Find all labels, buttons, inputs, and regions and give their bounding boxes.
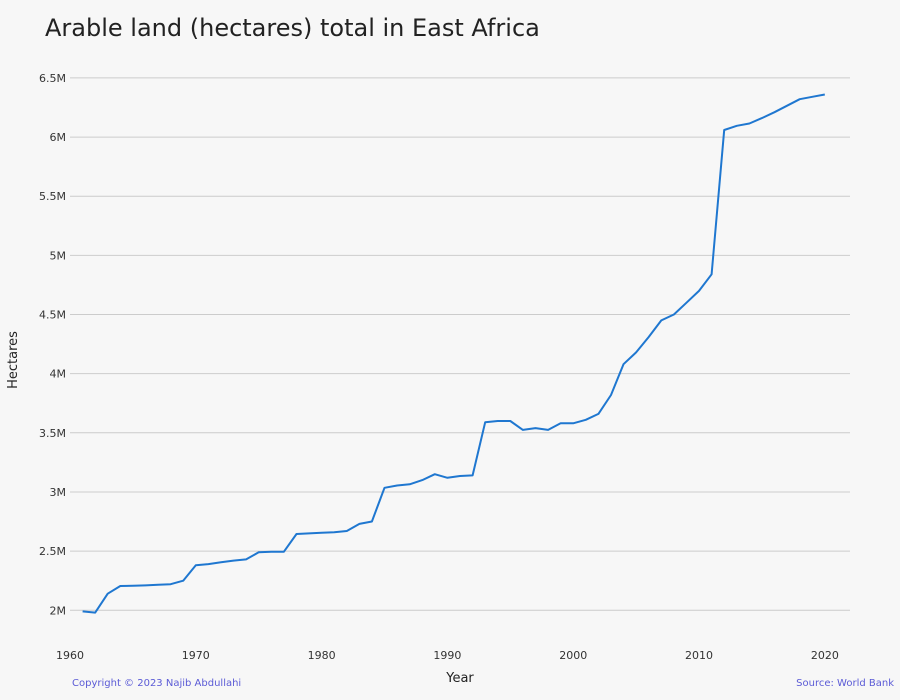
y-tick-label: 3.5M: [39, 427, 66, 440]
y-axis-ticks: 2M 2.5M 3M 3.5M 4M 4.5M 5M 5.5M 6M 6.5M: [39, 72, 66, 617]
x-tick-label: 1980: [308, 649, 336, 662]
y-tick-label: 3M: [50, 486, 67, 499]
x-tick-label: 1990: [433, 649, 461, 662]
chart-title: Arable land (hectares) total in East Afr…: [45, 14, 540, 42]
y-tick-label: 5.5M: [39, 190, 66, 203]
y-tick-label: 2M: [50, 604, 67, 617]
y-tick-label: 6M: [50, 131, 67, 144]
x-tick-label: 1970: [182, 649, 210, 662]
series-line: [82, 93, 825, 614]
y-tick-label: 6.5M: [39, 72, 66, 85]
x-axis-label: Year: [445, 671, 474, 686]
y-tick-label: 4.5M: [39, 309, 66, 322]
x-tick-label: 2000: [559, 649, 587, 662]
copyright-text: Copyright © 2023 Najib Abdullahi: [72, 678, 242, 689]
x-tick-label: 1960: [56, 649, 84, 662]
x-axis-ticks: 1960 1970 1980 1990 2000 2010 2020: [56, 649, 839, 662]
y-tick-label: 5M: [50, 249, 67, 262]
x-tick-label: 2010: [685, 649, 713, 662]
y-tick-label: 2.5M: [39, 545, 66, 558]
gridlines: [70, 77, 850, 611]
series-layer: [82, 93, 825, 614]
x-tick-label: 2020: [811, 649, 839, 662]
source-text: Source: World Bank: [796, 678, 894, 689]
y-tick-label: 4M: [50, 368, 67, 381]
y-axis-label: Hectares: [6, 331, 21, 389]
